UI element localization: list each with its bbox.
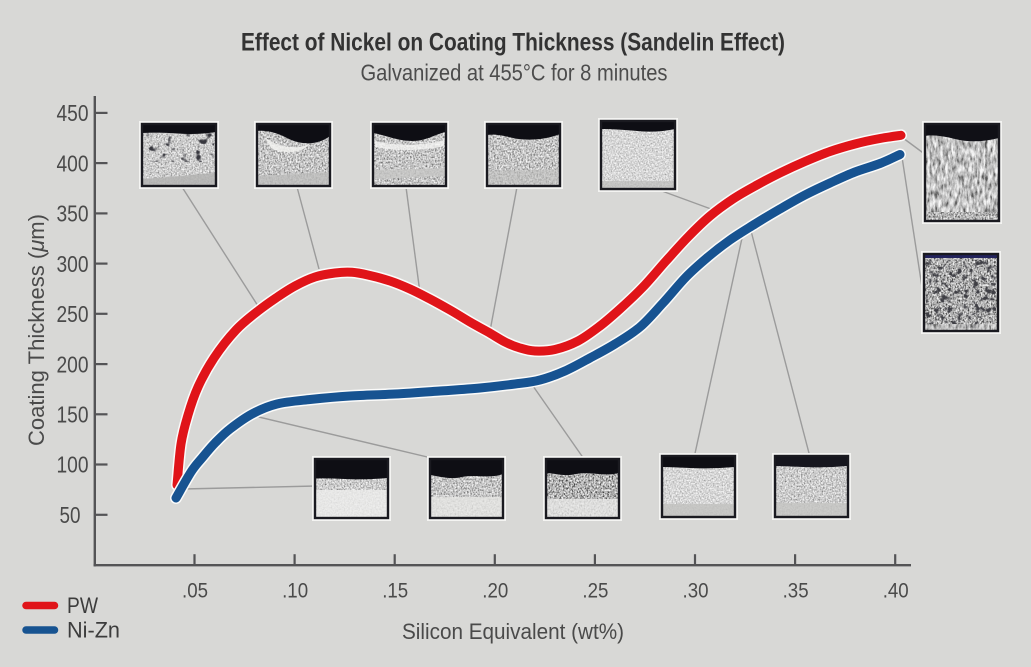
svg-text:.40: .40 — [883, 578, 909, 602]
svg-text:.35: .35 — [783, 578, 809, 602]
svg-text:100: 100 — [57, 452, 89, 478]
svg-text:200: 200 — [57, 351, 89, 377]
svg-text:50: 50 — [60, 502, 81, 528]
svg-text:Coating Thickness (μm): Coating Thickness (μm) — [24, 214, 49, 446]
svg-text:.25: .25 — [582, 578, 608, 602]
svg-text:450: 450 — [57, 100, 89, 126]
svg-text:Silicon Equivalent (wt%): Silicon Equivalent (wt%) — [402, 619, 624, 644]
svg-text:.15: .15 — [382, 578, 408, 602]
svg-text:.30: .30 — [683, 578, 709, 602]
svg-text:300: 300 — [57, 251, 89, 277]
svg-text:PW: PW — [67, 593, 98, 618]
svg-text:150: 150 — [57, 402, 89, 428]
svg-text:400: 400 — [57, 150, 89, 176]
svg-text:Effect of Nickel on Coating Th: Effect of Nickel on Coating Thickness (S… — [241, 28, 785, 56]
svg-text:Galvanized at 455°C for 8 minu: Galvanized at 455°C for 8 minutes — [361, 60, 668, 86]
svg-text:Ni-Zn: Ni-Zn — [67, 618, 120, 643]
svg-text:250: 250 — [57, 301, 89, 327]
svg-text:.20: .20 — [482, 578, 508, 602]
svg-text:.05: .05 — [182, 578, 208, 602]
svg-text:350: 350 — [57, 201, 89, 227]
svg-text:.10: .10 — [282, 578, 308, 602]
